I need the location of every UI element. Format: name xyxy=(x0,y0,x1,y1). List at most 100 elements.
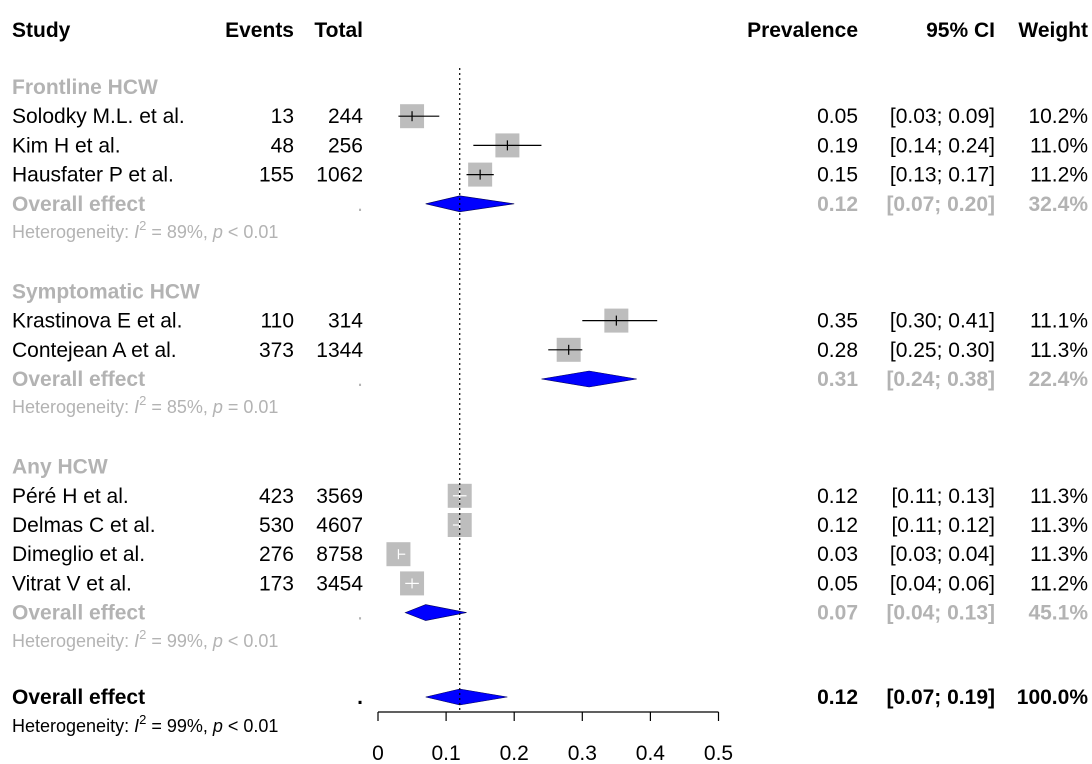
subgroup-overall-weight: 45.1% xyxy=(1028,602,1088,625)
subgroup-title: Frontline HCW xyxy=(12,76,158,99)
study-name: Vitrat V et al. xyxy=(12,572,132,595)
overall-label: Overall effect xyxy=(12,686,145,709)
subgroup-diamond xyxy=(404,604,467,621)
study-ci: [0.04; 0.06] xyxy=(890,572,995,595)
study-prevalence: 0.05 xyxy=(817,572,858,595)
subgroup-overall-ci: [0.24; 0.38] xyxy=(886,368,995,391)
study-ci: [0.03; 0.09] xyxy=(890,105,995,128)
study-weight: 10.2% xyxy=(1028,105,1088,128)
heterogeneity-text: Heterogeneity: I2 = 89%, p < 0.01 xyxy=(12,218,278,242)
study-events: 155 xyxy=(259,164,294,187)
study-events: 530 xyxy=(259,514,294,537)
study-total: 1062 xyxy=(316,164,363,187)
study-total: 256 xyxy=(328,134,363,157)
subgroup-overall-dot: . xyxy=(357,602,363,625)
subgroup-overall-label: Overall effect xyxy=(12,368,145,391)
subgroup-overall-dot: . xyxy=(357,368,363,391)
header-total: Total xyxy=(314,19,363,42)
subgroup-overall-label: Overall effect xyxy=(12,193,145,216)
header-ci: 95% CI xyxy=(926,19,995,42)
study-name: Dimeglio et al. xyxy=(12,543,145,566)
subgroup-overall-dot: . xyxy=(357,193,363,216)
study-name: Hausfater P et al. xyxy=(12,164,174,187)
subgroup-title: Any HCW xyxy=(12,456,108,479)
study-prevalence: 0.03 xyxy=(817,543,858,566)
study-events: 276 xyxy=(259,543,294,566)
header-prevalence: Prevalence xyxy=(747,19,858,42)
overall-diamond xyxy=(425,688,508,706)
study-weight: 11.0% xyxy=(1030,134,1088,157)
study-total: 1344 xyxy=(316,339,363,362)
x-tick-label: 0.4 xyxy=(636,742,666,764)
study-events: 173 xyxy=(259,572,294,595)
study-total: 3569 xyxy=(316,485,363,508)
study-prevalence: 0.19 xyxy=(817,134,858,157)
subgroup-title: Symptomatic HCW xyxy=(12,280,200,303)
study-ci: [0.11; 0.12] xyxy=(891,514,995,537)
study-name: Contejean A et al. xyxy=(12,339,177,362)
study-weight: 11.1% xyxy=(1030,310,1088,333)
study-prevalence: 0.05 xyxy=(817,105,858,128)
x-tick-label: 0.5 xyxy=(704,742,733,764)
study-weight: 11.3% xyxy=(1030,543,1088,566)
heterogeneity-text: Heterogeneity: I2 = 85%, p = 0.01 xyxy=(12,393,278,417)
subgroup-overall-prevalence: 0.07 xyxy=(817,602,858,625)
study-ci: [0.25; 0.30] xyxy=(890,339,995,362)
column-headers: Study Events Total Prevalence 95% CI Wei… xyxy=(12,19,1088,42)
subgroup-overall-ci: [0.07; 0.20] xyxy=(886,193,995,216)
study-weight: 11.3% xyxy=(1030,485,1088,508)
study-name: Delmas C et al. xyxy=(12,514,156,537)
subgroup-diamond xyxy=(541,370,637,388)
study-name: Solodky M.L. et al. xyxy=(12,105,185,128)
study-name: Krastinova E et al. xyxy=(12,310,182,333)
study-events: 110 xyxy=(261,310,294,333)
study-total: 244 xyxy=(328,105,363,128)
study-prevalence: 0.15 xyxy=(817,164,858,187)
study-ci: [0.13; 0.17] xyxy=(890,164,995,187)
header-weight: Weight xyxy=(1018,19,1088,42)
x-tick-label: 0 xyxy=(372,742,384,764)
subgroup-overall-label: Overall effect xyxy=(12,602,145,625)
subgroup-overall-weight: 22.4% xyxy=(1028,368,1088,391)
study-ci: [0.30; 0.41] xyxy=(890,310,995,333)
study-weight: 11.3% xyxy=(1030,514,1088,537)
study-weight: 11.2% xyxy=(1030,164,1088,187)
study-weight: 11.3% xyxy=(1030,339,1088,362)
overall-ci: [0.07; 0.19] xyxy=(886,686,995,709)
header-events: Events xyxy=(225,19,294,42)
heterogeneity-text: Heterogeneity: I2 = 99%, p < 0.01 xyxy=(12,712,278,736)
study-total: 4607 xyxy=(316,514,363,537)
study-ci: [0.11; 0.13] xyxy=(891,485,995,508)
overall-weight: 100.0% xyxy=(1017,686,1089,709)
subgroup-overall-ci: [0.04; 0.13] xyxy=(886,602,995,625)
study-weight: 11.2% xyxy=(1030,572,1088,595)
subgroup-overall-weight: 32.4% xyxy=(1028,193,1088,216)
overall-dot: . xyxy=(357,686,363,709)
x-tick-label: 0.1 xyxy=(431,742,460,764)
study-events: 13 xyxy=(271,105,294,128)
study-prevalence: 0.12 xyxy=(817,485,858,508)
x-axis: 0 0.1 0.2 0.3 0.4 0.5 xyxy=(372,711,733,764)
study-ci: [0.03; 0.04] xyxy=(890,543,995,566)
study-total: 314 xyxy=(328,310,363,333)
study-ci: [0.14; 0.24] xyxy=(890,134,995,157)
forest-rows: Frontline HCW Solodky M.L. et al. 13 244 0.0… xyxy=(12,68,1088,736)
subgroup-diamond xyxy=(425,195,515,213)
study-prevalence: 0.28 xyxy=(817,339,858,362)
study-name: Péré H et al. xyxy=(12,485,129,508)
study-events: 423 xyxy=(259,485,294,508)
header-study: Study xyxy=(12,19,71,42)
study-total: 8758 xyxy=(316,543,363,566)
heterogeneity-text: Heterogeneity: I2 = 99%, p < 0.01 xyxy=(12,627,278,651)
overall-prevalence: 0.12 xyxy=(817,686,858,709)
study-total: 3454 xyxy=(316,572,363,595)
study-name: Kim H et al. xyxy=(12,134,121,157)
study-events: 373 xyxy=(259,339,294,362)
x-tick-label: 0.3 xyxy=(568,742,597,764)
study-prevalence: 0.35 xyxy=(817,310,858,333)
subgroup-overall-prevalence: 0.12 xyxy=(817,193,858,216)
x-tick-label: 0.2 xyxy=(500,742,529,764)
study-events: 48 xyxy=(271,134,294,157)
subgroup-overall-prevalence: 0.31 xyxy=(817,368,858,391)
